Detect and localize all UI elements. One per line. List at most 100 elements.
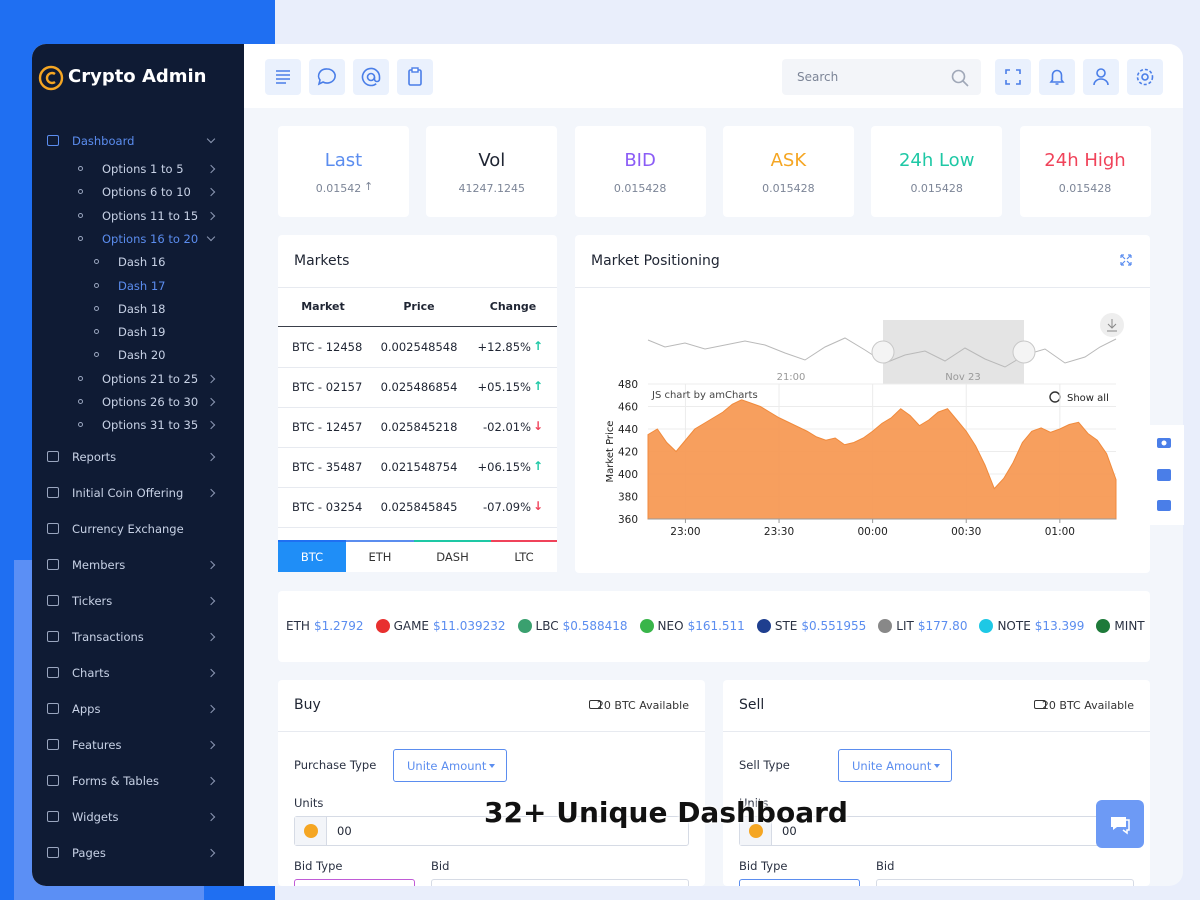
markets-card: Markets bbox=[278, 235, 557, 572]
menu-item[interactable]: Tickers bbox=[72, 594, 113, 609]
search-box[interactable]: Search bbox=[782, 59, 981, 95]
menu-item[interactable]: Forms & Tables bbox=[72, 774, 159, 789]
row-divider bbox=[278, 367, 557, 368]
menu-item[interactable]: Charts bbox=[72, 666, 110, 681]
ticker-name: LIT bbox=[896, 619, 914, 633]
menu-item[interactable]: Features bbox=[72, 738, 122, 753]
menu-item[interactable]: Transactions bbox=[72, 630, 144, 645]
menu-icon bbox=[47, 559, 59, 571]
column-header: Change bbox=[489, 300, 537, 313]
bid-type-select[interactable] bbox=[294, 879, 415, 886]
tab[interactable]: DASH bbox=[414, 540, 491, 572]
menu-icon bbox=[47, 487, 59, 499]
settings-button[interactable] bbox=[1127, 59, 1163, 95]
y-tick-label: 460 bbox=[618, 402, 638, 414]
brand-logo bbox=[38, 65, 64, 91]
ticker-item: NOTE $13.399 bbox=[979, 619, 1084, 633]
menu-item[interactable]: Currency Exchange bbox=[72, 522, 184, 537]
profile-button[interactable] bbox=[1083, 59, 1119, 95]
field-label: Bid bbox=[431, 859, 450, 873]
menu-button[interactable] bbox=[265, 59, 301, 95]
submenu-item[interactable]: Options 31 to 35 bbox=[102, 418, 199, 433]
navigator-selection[interactable] bbox=[883, 320, 1024, 384]
bullet bbox=[78, 189, 83, 195]
bullet bbox=[94, 282, 99, 288]
type-dropdown[interactable]: Unite Amount bbox=[838, 749, 952, 782]
menu-item[interactable]: Members bbox=[72, 558, 126, 573]
submenu-item[interactable]: Dash 18 bbox=[118, 301, 166, 316]
stat-label: 24h High bbox=[1044, 150, 1126, 171]
submenu-item[interactable]: Options 16 to 20 bbox=[102, 231, 199, 246]
menu-icon bbox=[47, 451, 59, 463]
y-tick-label: 380 bbox=[618, 492, 638, 504]
coin-icon bbox=[375, 619, 390, 633]
buy-card: Buy 20 BTC Available Purchase Type Unite Am… bbox=[278, 680, 705, 886]
cell: +05.15% bbox=[477, 380, 532, 394]
search-icon bbox=[951, 69, 969, 87]
available: 20 BTC Available bbox=[1041, 699, 1134, 712]
bullet bbox=[78, 212, 83, 218]
x-tick-label: 23:00 bbox=[670, 526, 700, 538]
divider bbox=[723, 731, 1150, 732]
cell: 0.025845218 bbox=[380, 420, 458, 434]
bullet bbox=[94, 305, 99, 311]
bullet bbox=[78, 375, 83, 381]
x-tick-label: 00:30 bbox=[951, 526, 981, 538]
menu-item[interactable]: Apps bbox=[72, 702, 101, 717]
bid-input[interactable] bbox=[431, 879, 689, 886]
market-chart: 360 380 400 420 440 460 480 23:00 23:30 00:00 00:3… bbox=[605, 313, 1124, 538]
coin-icon bbox=[1096, 619, 1111, 633]
bid-input[interactable] bbox=[876, 879, 1134, 886]
ticker-price: $0.551955 bbox=[801, 619, 867, 633]
menu-item[interactable]: Initial Coin Offering bbox=[72, 486, 184, 501]
bid-type-select[interactable] bbox=[739, 879, 860, 886]
tab[interactable]: ETH bbox=[346, 540, 414, 572]
row-divider bbox=[278, 527, 557, 528]
submenu-item[interactable]: Dash 20 bbox=[118, 348, 166, 363]
chat-fab[interactable] bbox=[1096, 800, 1144, 848]
submenu-item[interactable]: Options 1 to 5 bbox=[102, 162, 184, 176]
fullscreen-button[interactable] bbox=[995, 59, 1031, 95]
coin-icon bbox=[639, 619, 654, 633]
type-dropdown[interactable]: Unite Amount bbox=[393, 749, 507, 782]
submenu-item[interactable]: Dash 16 bbox=[118, 255, 166, 270]
ticker-name: ETH bbox=[286, 619, 310, 633]
submenu-item[interactable]: Options 11 to 15 bbox=[102, 208, 199, 223]
available: 20 BTC Available bbox=[596, 699, 689, 712]
coin-icon bbox=[878, 619, 893, 633]
zoom-button: Show all bbox=[1067, 393, 1109, 404]
caret bbox=[489, 764, 495, 768]
clipboard-button[interactable] bbox=[397, 59, 433, 95]
notifications-button[interactable] bbox=[1039, 59, 1075, 95]
submenu-item[interactable]: Options 21 to 25 bbox=[102, 371, 199, 386]
chat-button[interactable] bbox=[309, 59, 345, 95]
bullet bbox=[78, 422, 83, 428]
units-input[interactable]: 00 bbox=[739, 816, 1134, 846]
menu-item[interactable]: Widgets bbox=[72, 810, 119, 825]
menu-item[interactable]: Reports bbox=[72, 450, 117, 465]
submenu-item[interactable]: Dash 19 bbox=[118, 325, 166, 340]
side-toolbar bbox=[1144, 425, 1184, 525]
download-icon bbox=[1107, 319, 1117, 332]
chart-card: Market Positioning 360 380 400 420 440 460 480… bbox=[575, 235, 1150, 573]
mention-button[interactable] bbox=[353, 59, 389, 95]
menu-item[interactable]: Dashboard bbox=[72, 134, 135, 148]
tab[interactable]: LTC bbox=[491, 540, 557, 572]
cell: +06.15% bbox=[477, 460, 532, 474]
units-input[interactable]: 00 bbox=[294, 816, 689, 846]
navigator-handle[interactable] bbox=[1012, 340, 1036, 364]
submenu-item[interactable]: Options 6 to 10 bbox=[102, 185, 191, 200]
tab[interactable]: BTC bbox=[278, 540, 346, 572]
expand-icon[interactable] bbox=[1119, 253, 1133, 267]
coin-icon bbox=[756, 619, 771, 633]
submenu-item[interactable]: Options 26 to 30 bbox=[102, 395, 199, 409]
menu-item[interactable]: Pages bbox=[72, 846, 106, 861]
ticker-item: LBC $0.588418 bbox=[517, 619, 628, 633]
cell: +12.85% bbox=[477, 340, 532, 354]
submenu-item[interactable]: Dash 17 bbox=[118, 278, 166, 293]
navigator-handle[interactable] bbox=[871, 340, 895, 364]
ticker-name: LBC bbox=[535, 619, 559, 633]
stat-card: Vol 41247.1245 bbox=[426, 126, 558, 217]
zoom-icon[interactable] bbox=[1049, 391, 1061, 403]
divider bbox=[278, 731, 705, 732]
